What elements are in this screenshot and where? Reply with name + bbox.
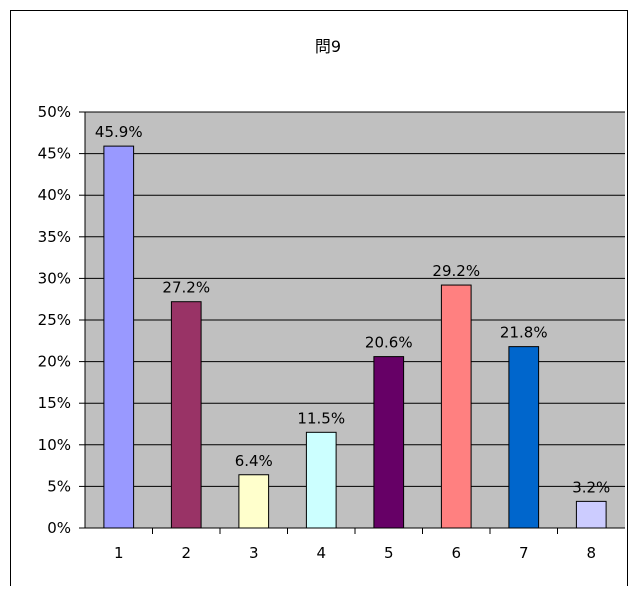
y-tick-label: 10% xyxy=(38,436,71,454)
bar xyxy=(305,431,337,529)
y-tick-label: 25% xyxy=(38,311,71,329)
x-tick-label: 7 xyxy=(519,544,529,562)
bar xyxy=(575,500,607,529)
y-tick-label: 50% xyxy=(38,103,71,121)
chart-title: 問9 xyxy=(315,37,341,56)
bar xyxy=(508,346,540,529)
bar xyxy=(170,301,202,529)
bar xyxy=(440,284,472,529)
y-tick-label: 30% xyxy=(38,269,71,287)
data-label: 20.6% xyxy=(365,334,413,352)
data-label: 11.5% xyxy=(297,409,345,427)
y-tick-label: 5% xyxy=(47,477,71,495)
bar xyxy=(373,356,405,529)
bar xyxy=(238,474,270,529)
x-tick-label: 4 xyxy=(316,544,326,562)
data-label: 45.9% xyxy=(95,123,143,141)
data-label: 6.4% xyxy=(235,452,273,470)
data-label: 21.8% xyxy=(500,324,548,342)
x-tick-label: 8 xyxy=(586,544,596,562)
data-label: 3.2% xyxy=(572,478,610,496)
data-label: 29.2% xyxy=(432,262,480,280)
x-tick-label: 6 xyxy=(451,544,461,562)
y-tick-label: 40% xyxy=(38,186,71,204)
y-tick-label: 35% xyxy=(38,228,71,246)
x-tick-label: 3 xyxy=(249,544,259,562)
bar xyxy=(103,145,135,529)
x-tick-label: 1 xyxy=(114,544,124,562)
x-tick-label: 2 xyxy=(181,544,191,562)
y-tick-label: 45% xyxy=(38,145,71,163)
y-tick-label: 20% xyxy=(38,353,71,371)
data-label: 27.2% xyxy=(162,279,210,297)
x-tick-label: 5 xyxy=(384,544,394,562)
y-tick-label: 0% xyxy=(47,519,71,537)
y-tick-label: 15% xyxy=(38,394,71,412)
